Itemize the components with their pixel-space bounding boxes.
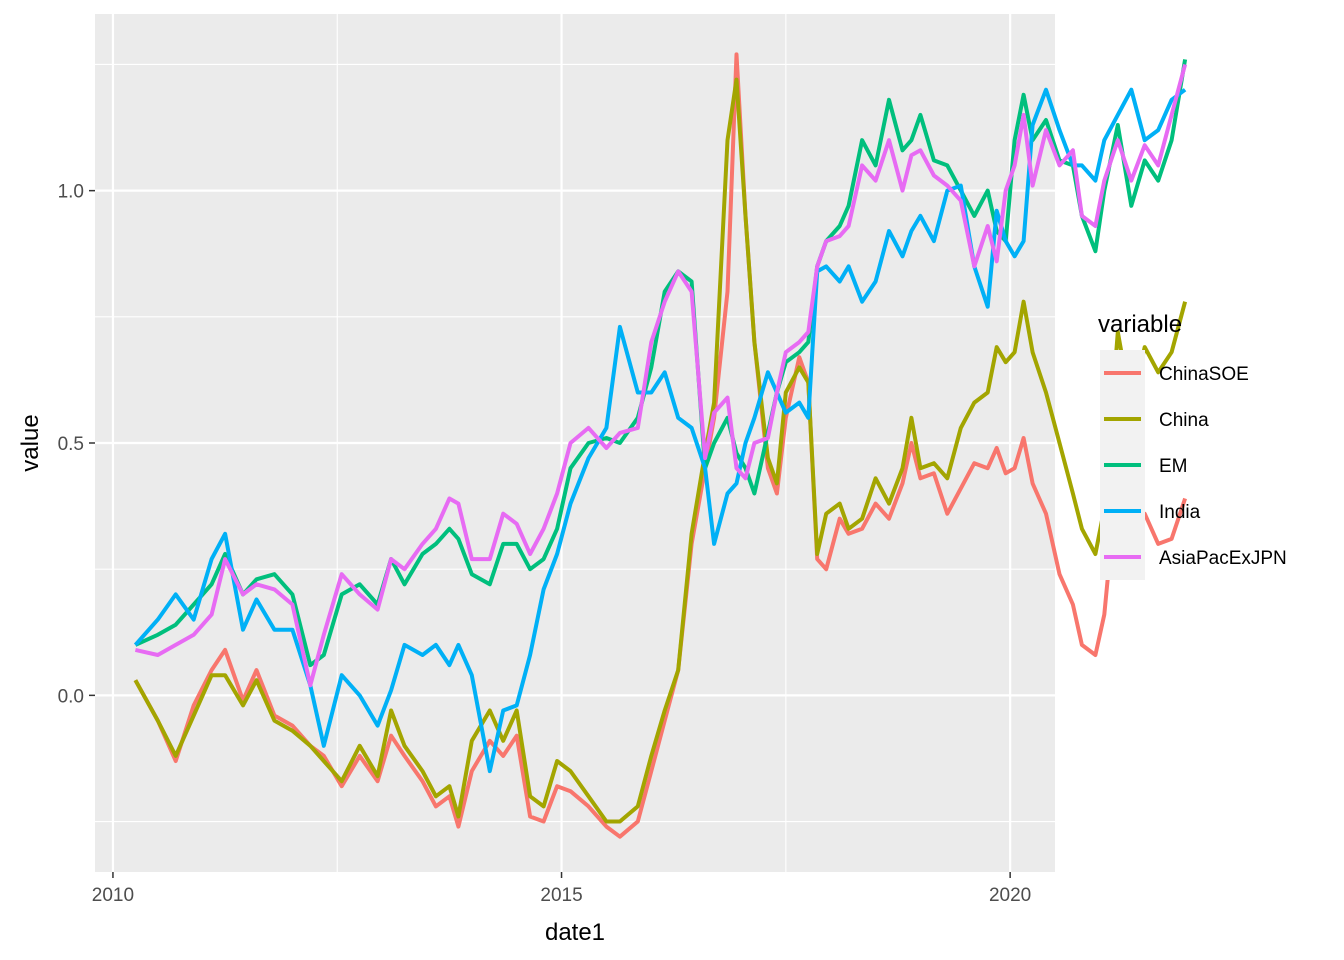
y-axis-title: value <box>17 414 44 471</box>
series-line-china <box>133 77 1188 824</box>
x-axis-title: date1 <box>545 919 605 946</box>
legend-label-asiapacexjpn: AsiaPacExJPN <box>1159 548 1287 569</box>
axis-ticks <box>89 189 1011 878</box>
major-gridlines <box>95 14 1055 872</box>
series-line-chinasoe <box>133 52 1187 839</box>
series-layer <box>133 52 1188 839</box>
legend-label-india: India <box>1159 502 1201 523</box>
x-tick-label: 2015 <box>540 885 582 906</box>
x-tick-labels: 2010 2015 2020 <box>92 885 1031 906</box>
legend-title: variable <box>1098 311 1182 338</box>
y-tick-label: 0.5 <box>58 434 84 455</box>
y-tick-labels: 0.0 0.5 1.0 <box>58 182 84 708</box>
legend-items: ChinaSOE China EM India AsiaPacExJPN <box>1100 350 1287 580</box>
y-tick-label: 1.0 <box>58 182 84 203</box>
legend: variable ChinaSOE China EM India AsiaPacExJP… <box>1098 311 1287 580</box>
series-line-india <box>133 87 1187 774</box>
legend-label-china: China <box>1159 410 1209 431</box>
series-line-asiapacexjpn <box>134 63 1188 688</box>
x-tick-label: 2010 <box>92 885 134 906</box>
y-tick-label: 0.0 <box>58 686 84 707</box>
legend-label-em: EM <box>1159 456 1188 477</box>
legend-label-chinasoe: ChinaSOE <box>1159 364 1249 385</box>
x-tick-label: 2020 <box>989 885 1031 906</box>
